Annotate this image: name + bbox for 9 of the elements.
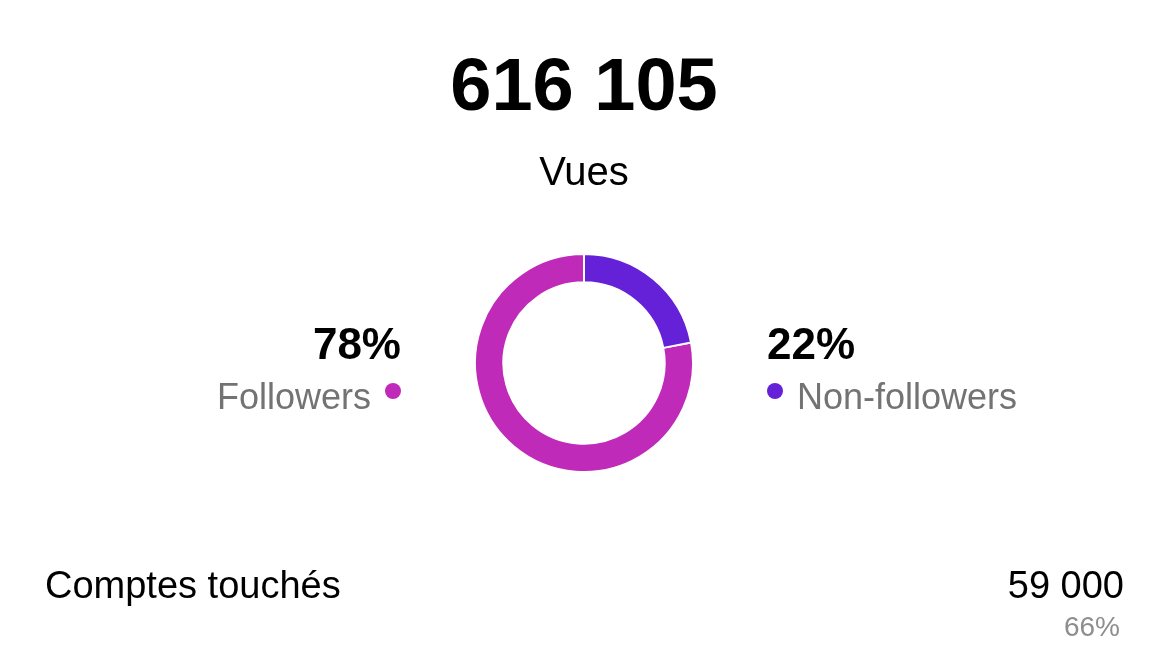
data-label: 22% <box>767 319 856 368</box>
chart-title: 616 105 <box>450 43 718 126</box>
text: 66% <box>1063 611 1120 642</box>
chart-subtitle: Vues <box>539 149 629 193</box>
text: 59 000 <box>1007 564 1124 606</box>
legend-label: Non-followers <box>797 376 1018 417</box>
slice-label: Followers <box>216 376 371 417</box>
data-label: 78% <box>312 319 401 368</box>
text: Comptes touchés <box>45 564 341 606</box>
